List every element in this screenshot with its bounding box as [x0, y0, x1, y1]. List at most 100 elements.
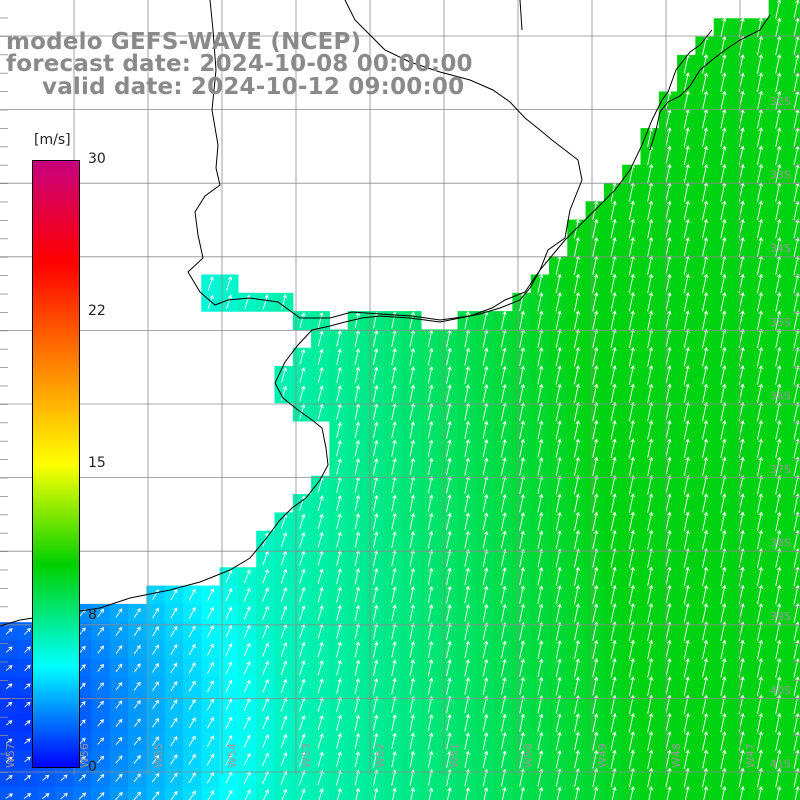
wind-arrow [446, 750, 452, 768]
wind-arrow [465, 787, 470, 800]
wind-arrow [409, 567, 415, 585]
wind-arrow [720, 218, 727, 239]
wind-arrow [593, 786, 599, 800]
wind-arrow [665, 493, 672, 513]
wind-arrow [152, 717, 160, 728]
wind-arrow [665, 456, 672, 477]
wind-arrow [702, 310, 708, 330]
wind-arrow [317, 641, 324, 658]
wind-arrow [628, 657, 635, 678]
wind-arrow [610, 621, 617, 641]
wind-arrow [501, 640, 507, 659]
wind-arrow [188, 625, 196, 637]
wind-arrow [170, 680, 178, 692]
wind-arrow [500, 512, 507, 531]
wind-arrow [775, 72, 782, 92]
wind-arrow [574, 328, 580, 349]
wind-cell [786, 475, 800, 495]
wind-arrow [280, 660, 288, 676]
wind-arrow [592, 383, 599, 404]
wind-cell [786, 732, 800, 751]
wind-arrow [683, 749, 690, 770]
wind-arrow [409, 714, 415, 732]
wind-arrow [300, 788, 306, 800]
wind-arrow [519, 512, 525, 531]
wind-arrow [244, 294, 251, 310]
wind-arrow [702, 566, 708, 587]
wind-arrow [427, 494, 434, 512]
wind-arrow [391, 586, 397, 603]
wind-arrow [647, 438, 654, 458]
colorbar-tick-label: 30 [88, 151, 106, 167]
wind-arrow [519, 530, 525, 549]
wind-arrow [354, 751, 360, 768]
wind-arrow [775, 621, 782, 641]
wind-arrow [683, 163, 690, 184]
wind-arrow [684, 786, 690, 800]
wind-arrow [555, 713, 562, 732]
colorbar-tick-label: 22 [88, 303, 106, 319]
wind-arrow [555, 383, 562, 403]
wind-arrow [757, 218, 763, 239]
wind-arrow [720, 17, 727, 38]
wind-arrow [262, 294, 269, 310]
latitude-label: 41S [770, 757, 791, 770]
wind-arrow [555, 365, 562, 385]
wind-arrow [500, 347, 507, 366]
wind-arrow [225, 606, 233, 620]
wind-arrow [6, 738, 13, 744]
wind-arrow [188, 643, 196, 656]
wind-arrow [336, 568, 342, 585]
wind-arrow [500, 383, 507, 403]
wind-arrow [757, 493, 763, 513]
wind-arrow [373, 732, 379, 750]
wind-arrow [280, 752, 288, 767]
wind-arrow [592, 237, 599, 257]
wind-arrow [775, 639, 782, 660]
wind-arrow [79, 664, 86, 672]
wind-arrow [373, 384, 379, 402]
wind-arrow [336, 495, 342, 512]
wind-arrow [170, 662, 178, 674]
wind-arrow [446, 512, 452, 531]
wind-arrow [317, 385, 324, 402]
wind-arrow [610, 493, 617, 513]
wind-cell [786, 512, 800, 532]
wind-arrow [133, 626, 141, 637]
wind-arrow [720, 493, 727, 513]
wind-arrow [482, 640, 489, 659]
wind-arrow [757, 346, 763, 367]
wind-arrow [537, 676, 544, 696]
wind-arrow [757, 163, 763, 184]
wind-arrow [170, 588, 178, 601]
wind-arrow [24, 756, 31, 763]
wind-arrow [793, 273, 800, 294]
wind-arrow [464, 750, 470, 768]
wind-arrow [188, 698, 196, 710]
wind-arrow [354, 366, 361, 384]
wind-arrow [519, 676, 525, 696]
wind-arrow [628, 255, 635, 275]
wind-arrow [299, 586, 306, 603]
wind-arrow [373, 567, 379, 585]
wind-arrow [757, 237, 763, 257]
wind-arrow [391, 494, 397, 512]
latitude-label: 33S [770, 169, 791, 182]
wind-arrow [537, 365, 544, 385]
wind-arrow [702, 731, 708, 751]
wind-arrow [170, 644, 178, 655]
wind-arrow [537, 438, 544, 458]
colorbar-tick-label: 15 [88, 455, 106, 471]
wind-arrow [555, 731, 562, 751]
wind-arrow [537, 603, 544, 623]
wind-arrow [720, 163, 727, 184]
wind-arrow [446, 402, 452, 421]
wind-arrow [720, 35, 727, 56]
wind-arrow [373, 787, 379, 800]
wind-arrow [133, 736, 141, 746]
wind-cell [164, 786, 184, 800]
model-title: modelo GEFS-WAVE (NCEP) [6, 29, 362, 55]
wind-arrow [519, 402, 525, 421]
wind-arrow [427, 347, 434, 366]
